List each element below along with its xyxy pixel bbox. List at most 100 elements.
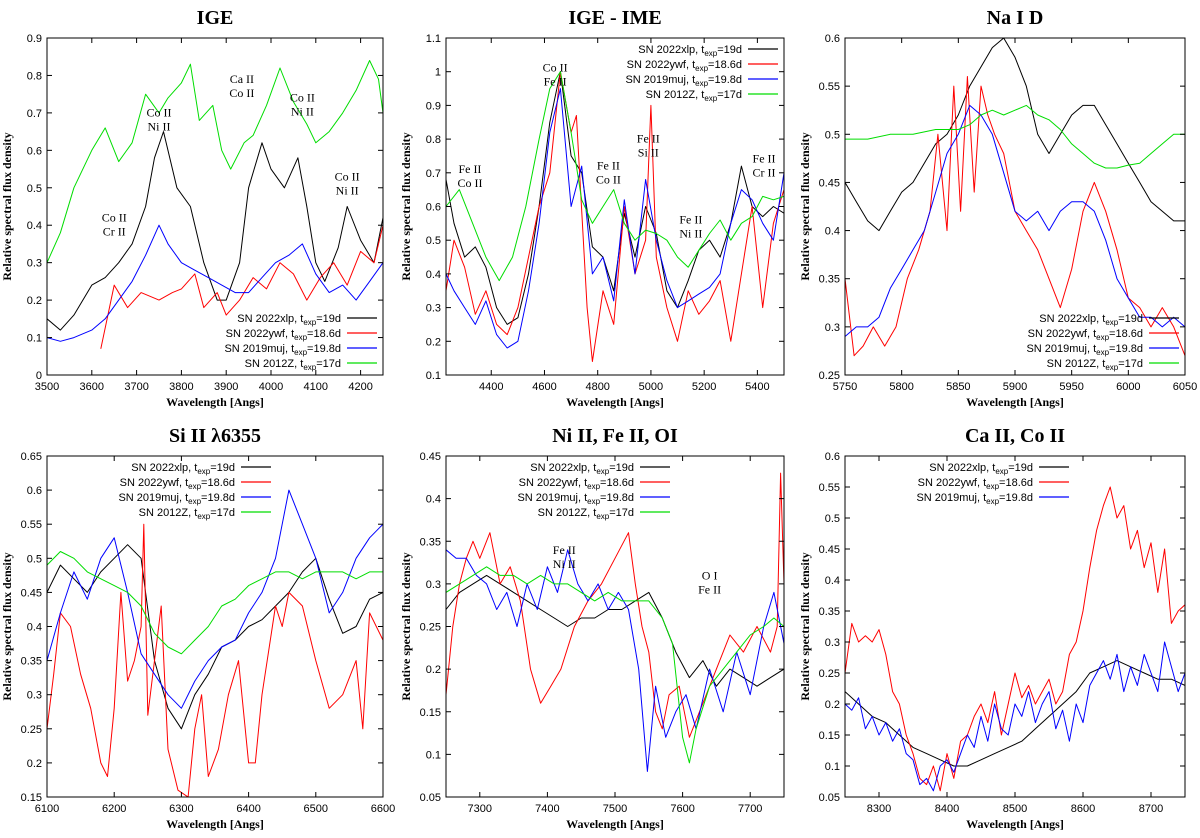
y-tick-label: 0.3 xyxy=(825,322,840,334)
legend-name: SN 2019muj, t xyxy=(916,492,986,504)
legend-label: SN 2022ywf, texp=18.6d xyxy=(519,477,634,491)
x-tick-label: 4100 xyxy=(304,381,328,393)
y-tick-label: 0.4 xyxy=(825,226,840,238)
legend-name: SN 2012Z, t xyxy=(538,507,597,519)
legend-suffix: =17d xyxy=(210,507,235,519)
chart-panel-1: IGE 3500 3600 3700 3800 3900 4000 4100 4200 0 0.1 0… xyxy=(0,7,384,409)
y-tick-label: 0.25 xyxy=(819,370,840,382)
legend-name: SN 2012Z, t xyxy=(1047,358,1106,370)
legend-name: SN 2012Z, t xyxy=(245,358,304,370)
legend-name: SN 2022xlp, t xyxy=(929,462,995,474)
y-tick-label: 0.15 xyxy=(21,792,42,804)
legend-label: SN 2019muj, texp=19.8d xyxy=(916,492,1033,506)
line-annotation: Ni II xyxy=(553,557,576,571)
y-tick-label: 0.2 xyxy=(426,664,441,676)
x-tick-label: 7600 xyxy=(670,803,694,815)
legend-name: SN 2019muj, t xyxy=(118,492,188,504)
y-tick-label: 0.8 xyxy=(27,70,42,82)
line-annotation: Fe II xyxy=(458,162,481,176)
x-axis-label: Wavelength [Angs] xyxy=(966,817,1064,831)
line-annotation: Fe II xyxy=(637,131,660,145)
legend-name: SN 2012Z, t xyxy=(139,507,198,519)
legend-label: SN 2019muj, texp=19.8d xyxy=(118,492,235,506)
line-annotation: Co II xyxy=(596,172,621,186)
x-tick-label: 5000 xyxy=(639,381,663,393)
x-tick-label: 4800 xyxy=(585,381,609,393)
legend-suffix: =19d xyxy=(1008,462,1033,474)
y-tick-label: 0.45 xyxy=(819,544,840,556)
y-axis-label: Relative spectral flux density xyxy=(798,552,812,700)
x-tick-label: 4400 xyxy=(479,381,503,393)
x-tick-label: 5900 xyxy=(1003,381,1027,393)
legend: SN 2022xlp, texp=19d SN 2022ywf, texp=18.… xyxy=(916,462,1069,506)
y-tick-label: 1.1 xyxy=(426,33,441,45)
y-tick-label: 0.3 xyxy=(426,579,441,591)
legend-suffix: =19.8d xyxy=(999,492,1033,504)
x-tick-label: 5850 xyxy=(946,381,970,393)
legend-suffix: =18.6d xyxy=(1109,328,1143,340)
y-tick-label: 0.5 xyxy=(825,129,840,141)
y-tick-label: 0.35 xyxy=(819,606,840,618)
legend-subscript: exp xyxy=(188,482,201,491)
plot-frame xyxy=(844,455,1186,798)
y-tick-label: 0.8 xyxy=(426,134,441,146)
legend-label: SN 2022xlp, texp=19d xyxy=(237,313,341,327)
legend-label: SN 2022ywf, texp=18.6d xyxy=(918,477,1033,491)
panel-title: Ni II, Fe II, OI xyxy=(552,425,678,447)
y-tick-label: 0.15 xyxy=(420,707,441,719)
legend-suffix: =18.6d xyxy=(999,477,1033,489)
y-tick-label: 0.45 xyxy=(21,587,42,599)
legend-label: SN 2022xlp, texp=19d xyxy=(131,462,235,476)
line-annotation: Cr II xyxy=(103,224,126,238)
x-axis-label: Wavelength [Angs] xyxy=(166,817,264,831)
legend-name: SN 2022ywf, t xyxy=(519,477,587,489)
legend-subscript: exp xyxy=(294,348,307,357)
series-line-sn-2012z xyxy=(446,566,784,764)
x-tick-label: 7400 xyxy=(535,803,559,815)
legend-subscript: exp xyxy=(695,79,708,88)
y-tick-label: 0.65 xyxy=(21,451,42,463)
legend-name: SN 2012Z, t xyxy=(646,89,705,101)
x-tick-label: 5200 xyxy=(692,381,716,393)
series-line-sn-2019muj xyxy=(47,489,383,709)
line-annotation: Ca II xyxy=(230,72,254,86)
panel-title: Na I D xyxy=(987,7,1044,29)
y-tick-label: 0.2 xyxy=(426,336,441,348)
chart-panel-6: Ca II, Co II 8300 8400 8500 8600 8700 0.05 0.1 0… xyxy=(798,425,1186,831)
chart-panel-2: IGE - IME 4400 4600 4800 5000 5200 5400 0.1 0.2 0… xyxy=(399,7,785,409)
line-annotation: Si II xyxy=(638,145,659,159)
series-line-sn-2022ywf xyxy=(47,523,383,797)
series-line-sn-2022xlp xyxy=(47,131,383,331)
legend-name: SN 2022ywf, t xyxy=(918,477,986,489)
y-tick-label: 0.1 xyxy=(27,333,42,345)
x-tick-label: 5950 xyxy=(1059,381,1083,393)
line-annotation: Fe II xyxy=(544,75,567,89)
y-tick-label: 0.35 xyxy=(819,274,840,286)
x-axis-label: Wavelength [Angs] xyxy=(166,395,264,409)
x-tick-label: 7500 xyxy=(603,803,627,815)
y-tick-label: 0.5 xyxy=(426,235,441,247)
line-annotation: Fe II xyxy=(698,583,721,597)
legend-name: SN 2019muj, t xyxy=(1026,343,1096,355)
legend-label: SN 2022ywf, texp=18.6d xyxy=(120,477,235,491)
legend-name: SN 2022xlp, t xyxy=(638,44,704,56)
x-tick-label: 6600 xyxy=(371,803,395,815)
y-tick-label: 0.25 xyxy=(21,724,42,736)
y-tick-label: 0.4 xyxy=(426,494,441,506)
legend-subscript: exp xyxy=(596,467,609,476)
legend-name: SN 2022ywf, t xyxy=(1028,328,1096,340)
y-tick-label: 0.05 xyxy=(420,792,441,804)
legend-name: SN 2022xlp, t xyxy=(131,462,197,474)
series-line-sn-2022ywf xyxy=(446,71,784,362)
x-tick-label: 3700 xyxy=(124,381,148,393)
legend-name: SN 2022ywf, t xyxy=(226,328,294,340)
line-annotation: Co II xyxy=(335,169,360,183)
y-tick-label: 0.3 xyxy=(426,303,441,315)
legend-suffix: =19d xyxy=(609,462,634,474)
y-tick-label: 0.55 xyxy=(819,482,840,494)
y-tick-label: 0.7 xyxy=(27,108,42,120)
y-tick-label: 0.6 xyxy=(27,145,42,157)
x-tick-label: 6400 xyxy=(236,803,260,815)
legend-subscript: exp xyxy=(995,467,1008,476)
